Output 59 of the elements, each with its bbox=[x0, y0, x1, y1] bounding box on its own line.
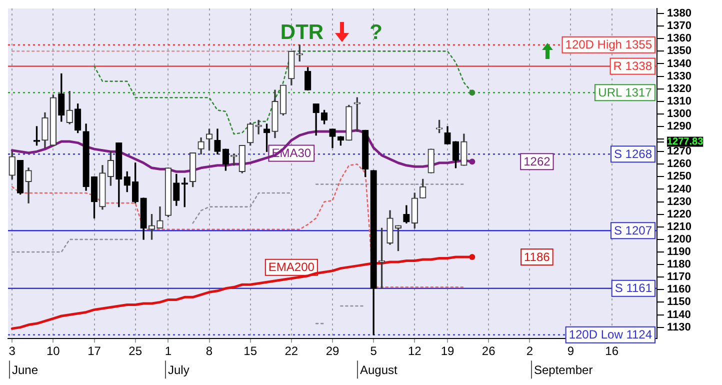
y-tick-label: 1310 bbox=[667, 95, 692, 108]
x-tick-label: 25 bbox=[128, 344, 142, 358]
y-tick-label: 1300 bbox=[667, 108, 692, 120]
y-tick-label: 1270 bbox=[667, 146, 692, 158]
y-tick-label: 1150 bbox=[667, 296, 691, 308]
y-tick-label: 1380 bbox=[667, 8, 692, 20]
line-series bbox=[11, 163, 465, 288]
y-tick-label: 1230 bbox=[667, 196, 692, 208]
y-tick-label: 1370 bbox=[667, 20, 692, 32]
x-tick-label: 29 bbox=[326, 344, 340, 358]
series-label: EMA200 bbox=[268, 260, 315, 274]
text: June bbox=[12, 362, 38, 377]
y-tick-label: 1220 bbox=[667, 208, 692, 220]
y-tick-label: 1277.83 bbox=[667, 136, 704, 148]
x-tick-label: 12 bbox=[408, 344, 422, 358]
x-tick-label: 26 bbox=[482, 344, 496, 358]
y-tick-label: 1140 bbox=[667, 308, 691, 321]
x-tick-label: 5 bbox=[370, 344, 378, 358]
y-tick-label: 1250 bbox=[667, 170, 692, 183]
y-tick-label: 1350 bbox=[667, 45, 692, 58]
y-tick-label: 1180 bbox=[667, 258, 691, 271]
y-tick-label: 1160 bbox=[667, 284, 691, 296]
y-tick-label: 1290 bbox=[667, 120, 692, 133]
y-tick-label: 1330 bbox=[667, 70, 692, 82]
x-tick-label: 10 bbox=[46, 344, 60, 358]
text: July bbox=[168, 362, 190, 377]
text: September bbox=[534, 362, 593, 377]
annotation: ? bbox=[370, 20, 382, 44]
annotation: DTR bbox=[280, 20, 324, 44]
x-tick-label: 9 bbox=[567, 344, 574, 358]
ref-line-label: 120D Low 1124 bbox=[568, 328, 652, 342]
ref-line-label: S 1268 bbox=[614, 146, 652, 161]
ref-line-label: R 1338 bbox=[613, 59, 652, 74]
annotation: 1186 bbox=[524, 250, 550, 264]
ref-line-label: S 1161 bbox=[614, 281, 652, 296]
y-tick-label: 1210 bbox=[667, 220, 692, 233]
y-tick-label: 1340 bbox=[667, 58, 692, 70]
x-tick-label: 2 bbox=[526, 344, 534, 358]
x-tick-label: 1 bbox=[164, 344, 172, 358]
text: August bbox=[360, 362, 398, 377]
y-tick-label: 1240 bbox=[667, 183, 692, 196]
y-tick-label: 1130 bbox=[667, 321, 691, 334]
y-tick-label: 1200 bbox=[667, 233, 692, 246]
x-tick-label: 15 bbox=[244, 344, 258, 358]
ref-line-label: 120D High 1355 bbox=[565, 38, 652, 52]
x-tick-label: 16 bbox=[605, 344, 619, 358]
ref-line-label: URL 1317 bbox=[598, 85, 652, 100]
y-tick-label: 1360 bbox=[667, 32, 692, 45]
x-tick-label: 19 bbox=[440, 344, 455, 358]
y-tick-label: 1190 bbox=[667, 246, 691, 258]
y-tick-label: 1260 bbox=[667, 158, 692, 170]
x-tick-label: 8 bbox=[206, 344, 213, 358]
y-tick-label: 1170 bbox=[667, 271, 691, 284]
y-tick-label: 1320 bbox=[667, 82, 692, 95]
x-tick-label: 22 bbox=[284, 344, 298, 358]
x-tick-label: 17 bbox=[88, 344, 102, 358]
ref-line-label: S 1207 bbox=[614, 223, 652, 238]
annotation: 1262 bbox=[524, 154, 551, 168]
x-tick-label: 3 bbox=[8, 344, 16, 358]
